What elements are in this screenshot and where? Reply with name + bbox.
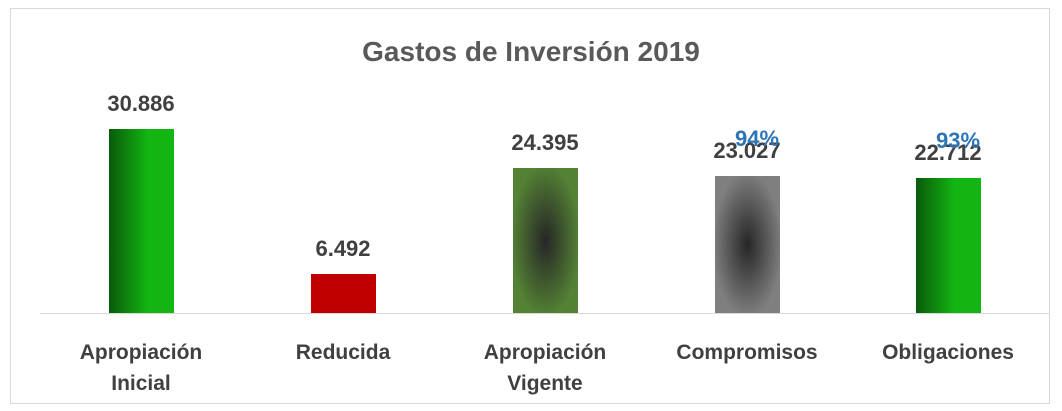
- x-tick-label: Apropiación Inicial: [79, 341, 203, 395]
- data-label: 23.027: [713, 137, 781, 163]
- chart-frame: [10, 8, 1050, 404]
- bar: [714, 175, 780, 313]
- x-tick-label: Reducida: [295, 341, 391, 364]
- x-tick-label: Obligaciones: [882, 341, 1014, 364]
- x-tick-label: Compromisos: [676, 341, 818, 364]
- bar: [512, 167, 578, 313]
- percent-label: 94%: [734, 125, 780, 151]
- chart-title: Gastos de Inversión 2019: [362, 36, 700, 67]
- bar: [310, 274, 376, 313]
- bar: [915, 177, 981, 313]
- data-label: 24.395: [511, 129, 579, 155]
- x-tick-label: Apropiación Vigente: [483, 341, 607, 395]
- percent-label: 93%: [935, 127, 981, 153]
- x-axis-line: [40, 313, 1050, 314]
- data-label: 6.492: [315, 236, 371, 262]
- data-label: 22.712: [914, 139, 982, 165]
- bar: [108, 129, 174, 313]
- data-label: 30.886: [107, 91, 175, 116]
